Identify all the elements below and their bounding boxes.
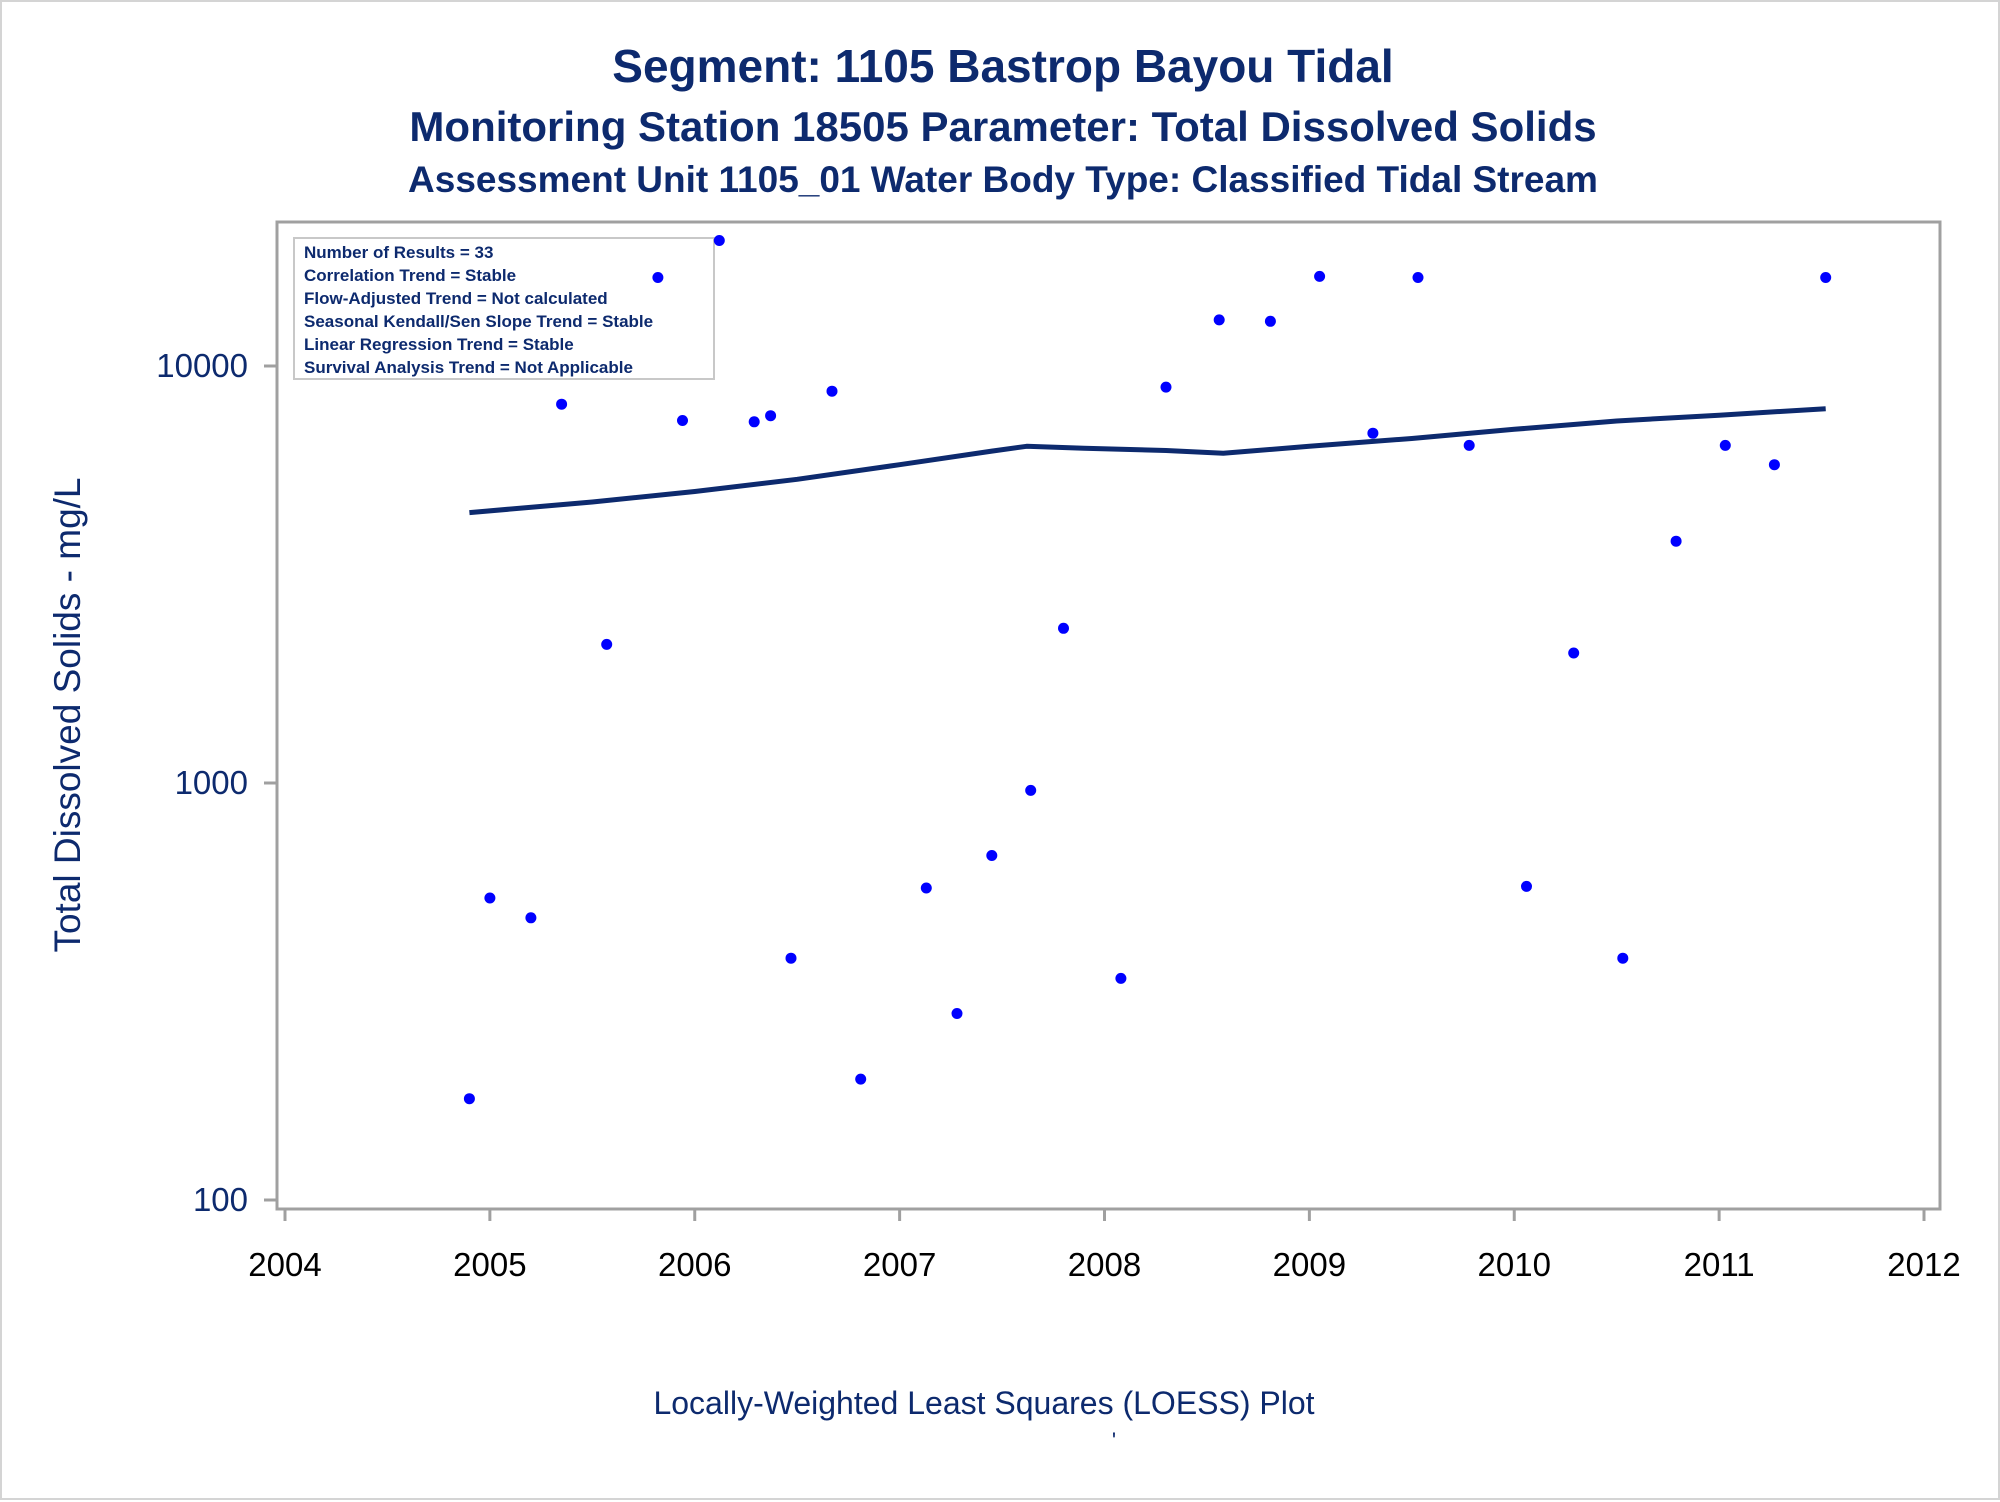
trend-summary-line: Flow-Adjusted Trend = Not calculated	[304, 289, 608, 308]
data-point	[951, 1008, 963, 1019]
y-tick-label: 1000	[175, 764, 248, 801]
data-point	[1264, 315, 1276, 327]
data-point	[1160, 381, 1172, 393]
x-tick-label: 2010	[1478, 1246, 1551, 1283]
data-point	[652, 272, 664, 283]
x-tick-label: 2004	[248, 1246, 321, 1283]
data-point	[986, 850, 998, 861]
y-tick-label: 100	[193, 1181, 248, 1218]
data-point	[1213, 314, 1225, 326]
y-tick-label: 10000	[156, 347, 248, 384]
x-tick-label: 2006	[658, 1246, 731, 1283]
loess-layer	[469, 406, 1826, 516]
data-point	[1367, 427, 1379, 439]
data-point	[826, 385, 838, 397]
x-tick-label: 2012	[1887, 1246, 1960, 1283]
trend-summary-line: Linear Regression Trend = Stable	[304, 335, 574, 354]
chart-title: Segment: 1105 Bastrop Bayou Tidal	[612, 40, 1393, 92]
data-point	[920, 882, 932, 894]
x-tick-label: 2007	[863, 1246, 936, 1283]
data-point	[677, 415, 688, 426]
data-point	[463, 1093, 475, 1105]
x-tick-label: 2011	[1684, 1246, 1755, 1283]
data-point	[1115, 972, 1127, 984]
data-point	[1670, 535, 1682, 547]
data-point	[1521, 880, 1532, 892]
data-point	[1314, 270, 1326, 282]
data-point	[484, 892, 496, 904]
chart-subtitle: Monitoring Station 18505 Parameter: Tota…	[409, 103, 1596, 150]
trend-summary-line: Seasonal Kendall/Sen Slope Trend = Stabl…	[304, 312, 653, 331]
data-point	[1412, 272, 1424, 283]
data-point	[1463, 439, 1475, 451]
data-point	[1617, 952, 1629, 964]
data-point	[713, 235, 725, 246]
x-tick-label: 2009	[1273, 1246, 1346, 1283]
trend-summary-line: Number of Results = 33	[304, 243, 493, 262]
data-point	[1719, 439, 1731, 451]
data-point	[1768, 459, 1780, 471]
data-point	[601, 638, 613, 650]
points-layer	[463, 235, 1832, 1105]
data-point	[785, 952, 797, 964]
data-point	[1058, 622, 1069, 634]
y-axis-label: Total Dissolved Solids - mg/L	[47, 477, 88, 952]
data-point	[1025, 784, 1037, 796]
x-tick-label: 2005	[453, 1246, 526, 1283]
footnote-mark: '	[1112, 1428, 1116, 1453]
data-point	[855, 1073, 867, 1085]
data-point	[748, 416, 760, 428]
trend-summary-line: Survival Analysis Trend = Not Applicable	[304, 358, 633, 377]
data-point	[556, 398, 568, 410]
trend-summary-line: Correlation Trend = Stable	[304, 266, 516, 285]
x-axis-label: Locally-Weighted Least Squares (LOESS) P…	[653, 1385, 1314, 1421]
data-point	[765, 410, 777, 422]
trend-summary-box: Number of Results = 33 Correlation Trend …	[293, 237, 715, 380]
data-point	[1820, 272, 1832, 283]
trend-summary-frame	[293, 237, 715, 380]
loess-trend-line	[469, 406, 1826, 516]
y-axis-ticks: 100 1000 10000	[156, 347, 277, 1218]
data-point	[525, 912, 537, 924]
x-tick-label: 2008	[1068, 1246, 1141, 1283]
data-point	[1568, 647, 1580, 659]
chart-subtitle-2: Assessment Unit 1105_01 Water Body Type:…	[408, 159, 1598, 200]
x-axis-ticks: 2004 2005 2006 2007 2008 2009 2010 2011 2012	[248, 1209, 1961, 1283]
